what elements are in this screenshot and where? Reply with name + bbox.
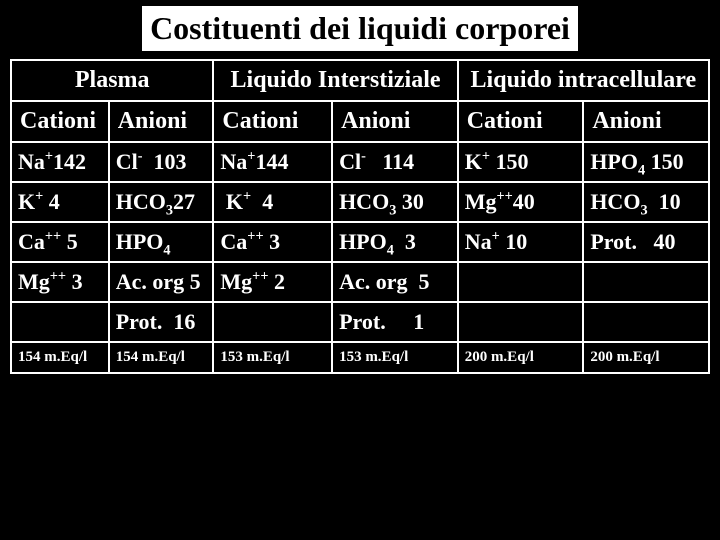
- total-cell: 200 m.Eq/l: [458, 342, 584, 373]
- cell: Prot. 40: [583, 222, 709, 262]
- cell: HCO3 10: [583, 182, 709, 222]
- table-row: Mg++ 3 Ac. org 5 Mg++ 2 Ac. org 5: [11, 262, 709, 302]
- cell: [458, 262, 584, 302]
- cell: K+ 4: [213, 182, 332, 222]
- cell: HPO4 3: [332, 222, 458, 262]
- cell: Cl- 114: [332, 142, 458, 182]
- subcol: Cationi: [213, 101, 332, 142]
- cell: Mg++ 3: [11, 262, 109, 302]
- table-row: Ca++ 5 HPO4 Ca++ 3 HPO4 3 Na+ 10 Prot. 4…: [11, 222, 709, 262]
- cell: K+ 150: [458, 142, 584, 182]
- table-row: Prot. 16 Prot. 1: [11, 302, 709, 342]
- cell: HCO3 30: [332, 182, 458, 222]
- cell: Mg++40: [458, 182, 584, 222]
- cell: Na+142: [11, 142, 109, 182]
- subcol: Anioni: [583, 101, 709, 142]
- total-cell: 153 m.Eq/l: [332, 342, 458, 373]
- cell: [11, 302, 109, 342]
- cell: [213, 302, 332, 342]
- table-header-major: Plasma Liquido Interstiziale Liquido int…: [11, 60, 709, 101]
- total-cell: 153 m.Eq/l: [213, 342, 332, 373]
- col-interstiziale: Liquido Interstiziale: [213, 60, 457, 101]
- cell: Ac. org 5: [109, 262, 214, 302]
- constituents-table: Plasma Liquido Interstiziale Liquido int…: [10, 59, 710, 374]
- cell: HCO327: [109, 182, 214, 222]
- cell: [583, 262, 709, 302]
- cell: Na+144: [213, 142, 332, 182]
- subcol: Cationi: [458, 101, 584, 142]
- table-row: Na+142 Cl- 103 Na+144 Cl- 114 K+ 150 HPO…: [11, 142, 709, 182]
- table-totals: 154 m.Eq/l 154 m.Eq/l 153 m.Eq/l 153 m.E…: [11, 342, 709, 373]
- cell: Ca++ 3: [213, 222, 332, 262]
- cell: HPO4: [109, 222, 214, 262]
- cell: Prot. 16: [109, 302, 214, 342]
- table-row: K+ 4 HCO327 K+ 4 HCO3 30 Mg++40 HCO3 10: [11, 182, 709, 222]
- total-cell: 154 m.Eq/l: [11, 342, 109, 373]
- slide-title: Costituenti dei liquidi corporei: [142, 6, 578, 51]
- cell: HPO4 150: [583, 142, 709, 182]
- cell: K+ 4: [11, 182, 109, 222]
- cell: Prot. 1: [332, 302, 458, 342]
- subcol: Anioni: [332, 101, 458, 142]
- col-plasma: Plasma: [11, 60, 213, 101]
- cell: Na+ 10: [458, 222, 584, 262]
- cell: Ca++ 5: [11, 222, 109, 262]
- cell: [583, 302, 709, 342]
- total-cell: 154 m.Eq/l: [109, 342, 214, 373]
- subcol: Cationi: [11, 101, 109, 142]
- cell: [458, 302, 584, 342]
- total-cell: 200 m.Eq/l: [583, 342, 709, 373]
- col-intracellulare: Liquido intracellulare: [458, 60, 709, 101]
- table-header-sub: Cationi Anioni Cationi Anioni Cationi An…: [11, 101, 709, 142]
- subcol: Anioni: [109, 101, 214, 142]
- cell: Ac. org 5: [332, 262, 458, 302]
- cell: Cl- 103: [109, 142, 214, 182]
- cell: Mg++ 2: [213, 262, 332, 302]
